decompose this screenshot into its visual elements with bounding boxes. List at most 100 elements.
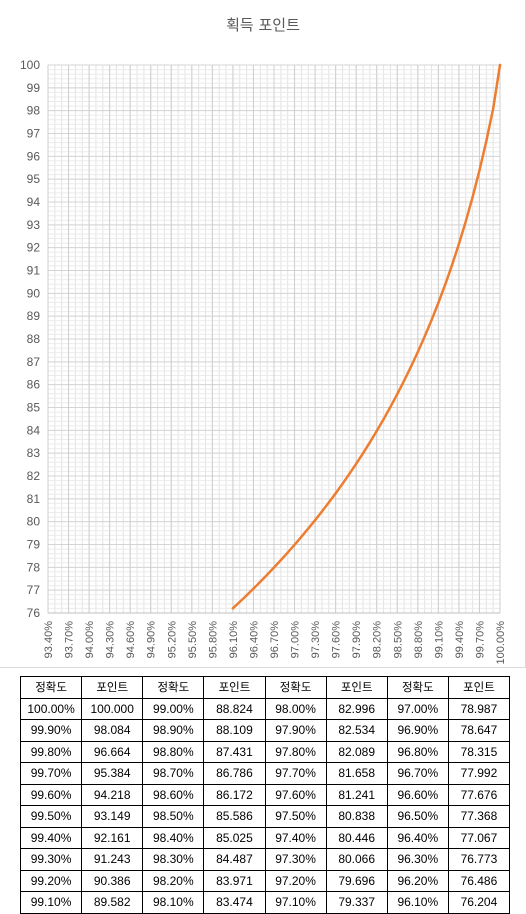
y-tick-label: 92 xyxy=(27,241,41,255)
table-cell: 96.664 xyxy=(81,740,144,763)
data-point xyxy=(238,600,241,604)
table-cell: 80.838 xyxy=(325,805,388,828)
table-cell: 97.40% xyxy=(264,826,327,849)
table-cell: 97.20% xyxy=(264,869,327,892)
table-cell: 99.00% xyxy=(142,697,205,720)
table-cell: 84.487 xyxy=(203,848,266,871)
x-tick-label: 97.90% xyxy=(351,621,363,659)
table-cell: 98.90% xyxy=(142,719,205,742)
table-cell: 76.204 xyxy=(447,891,511,914)
table-row: 99.40% 92.161 98.40% 85.025 97.40% 80.446 96.4… xyxy=(19,826,511,849)
data-point xyxy=(402,379,406,382)
table-header-cell: 포인트 xyxy=(447,676,511,699)
data-point xyxy=(313,518,317,522)
table-row: 99.10% 89.582 98.10% 83.474 97.10% 79.337 96.1… xyxy=(19,891,511,914)
table-cell: 98.084 xyxy=(81,719,144,742)
table-cell: 96.80% xyxy=(386,740,449,763)
data-point xyxy=(279,558,283,562)
y-tick-label: 95 xyxy=(27,172,41,186)
table-cell: 96.10% xyxy=(386,891,449,914)
table-cell: 99.90% xyxy=(19,719,83,742)
table-cell: 86.172 xyxy=(203,783,266,806)
line-chart: 76 77 78 79 80 81 82 83 84 85 86 87 88 89 90 91 92 93 94 95… xyxy=(20,58,507,664)
data-point xyxy=(361,452,365,455)
table-cell: 99.30% xyxy=(19,848,83,871)
x-tick-label: 96.10% xyxy=(228,621,240,659)
table-body: 100.00% 100.000 99.00% 88.824 98.00% 82.996 97… xyxy=(19,697,511,914)
data-point xyxy=(423,335,426,338)
data-point xyxy=(320,510,324,513)
table-row: 99.90% 98.084 98.90% 88.109 97.90% 82.534 96.9… xyxy=(19,719,511,742)
table-cell: 93.149 xyxy=(81,805,144,828)
data-point xyxy=(382,418,385,421)
y-tick-label: 88 xyxy=(27,332,41,346)
table-cell: 80.446 xyxy=(325,826,388,849)
table-cell: 100.000 xyxy=(81,697,144,720)
data-point xyxy=(348,472,351,476)
table-cell: 89.582 xyxy=(81,891,144,914)
table-cell: 85.586 xyxy=(203,805,266,828)
table-row: 99.70% 95.384 98.70% 86.786 97.70% 81.658 96.7… xyxy=(19,762,511,785)
x-tick-label: 93.70% xyxy=(64,621,76,659)
table-cell: 76.486 xyxy=(447,869,511,892)
table-cell: 81.241 xyxy=(325,783,388,806)
x-tick-label: 95.20% xyxy=(166,621,178,659)
table-cell: 96.40% xyxy=(386,826,449,849)
table-cell: 98.20% xyxy=(142,869,205,892)
table-cell: 96.60% xyxy=(386,783,449,806)
data-point xyxy=(334,492,337,495)
chart-area: 획득 포인트 76 77 78 79 80 81 82 83 84 85 86 87 88 89 90 91 9… xyxy=(0,0,526,668)
table-cell: 85.025 xyxy=(203,826,266,849)
table-cell: 80.066 xyxy=(325,848,388,871)
x-tick-label: 97.30% xyxy=(310,621,322,659)
data-point xyxy=(464,220,467,223)
table-cell: 95.384 xyxy=(81,762,144,785)
table-header-cell: 정확도 xyxy=(264,676,327,699)
x-tick-label: 94.30% xyxy=(105,621,117,659)
x-tick-label: 98.80% xyxy=(413,621,425,659)
table-cell: 98.00% xyxy=(264,697,327,720)
table-cell: 99.50% xyxy=(19,805,83,828)
table-header-cell: 포인트 xyxy=(81,676,144,699)
table-cell: 99.40% xyxy=(19,826,83,849)
x-tick-label: 94.60% xyxy=(125,621,137,659)
data-point xyxy=(300,535,303,539)
data-point xyxy=(341,482,344,486)
data-point xyxy=(450,263,454,267)
table-cell: 78.647 xyxy=(447,719,511,742)
y-tick-label: 90 xyxy=(27,286,41,300)
table-row: 99.60% 94.218 98.60% 86.172 97.60% 81.241 96.6… xyxy=(19,783,511,806)
table-cell: 99.70% xyxy=(19,762,83,785)
data-point xyxy=(485,139,488,143)
table-cell: 98.40% xyxy=(142,826,205,849)
table-cell: 97.50% xyxy=(264,805,327,828)
data-point xyxy=(396,392,399,396)
x-tick-label: 96.40% xyxy=(248,621,260,659)
table-row: 99.20% 90.386 98.20% 83.971 97.20% 79.696 96.2… xyxy=(19,869,511,892)
table-cell: 90.386 xyxy=(81,869,144,892)
table-header-cell: 포인트 xyxy=(325,676,388,699)
data-point xyxy=(444,283,447,286)
table-row: 99.30% 91.243 98.30% 84.487 97.30% 80.066 96.3… xyxy=(19,848,511,871)
data-point xyxy=(265,573,269,576)
x-tick-label: 97.00% xyxy=(290,621,302,659)
data-point xyxy=(416,350,420,354)
y-tick-label: 78 xyxy=(27,560,41,574)
table-cell: 78.315 xyxy=(447,740,511,763)
data-point xyxy=(252,587,255,590)
table-cell: 97.60% xyxy=(264,783,327,806)
table-cell: 99.60% xyxy=(19,783,83,806)
table-header-row: 정확도 포인트 정확도 포인트 정확도 포인트 정확도 포인트 xyxy=(19,676,511,699)
y-tick-label: 91 xyxy=(27,264,41,278)
data-point xyxy=(354,462,358,466)
table-cell: 96.50% xyxy=(386,805,449,828)
table-cell: 88.109 xyxy=(203,719,266,742)
table-header-cell: 정확도 xyxy=(386,676,449,699)
data-point xyxy=(430,318,433,322)
table-cell: 77.992 xyxy=(447,762,511,785)
data-point xyxy=(245,594,248,597)
y-tick-label: 83 xyxy=(27,446,41,460)
table-cell: 98.10% xyxy=(142,891,205,914)
table-cell: 97.80% xyxy=(264,740,327,763)
y-tick-label: 96 xyxy=(27,149,41,163)
